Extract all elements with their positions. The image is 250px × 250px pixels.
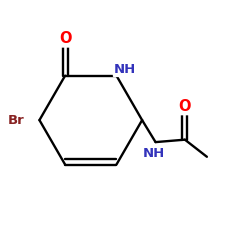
Text: O: O (59, 32, 71, 46)
Text: Br: Br (8, 114, 24, 126)
Text: NH: NH (114, 63, 136, 76)
Text: NH: NH (143, 146, 166, 160)
Text: O: O (179, 99, 191, 114)
